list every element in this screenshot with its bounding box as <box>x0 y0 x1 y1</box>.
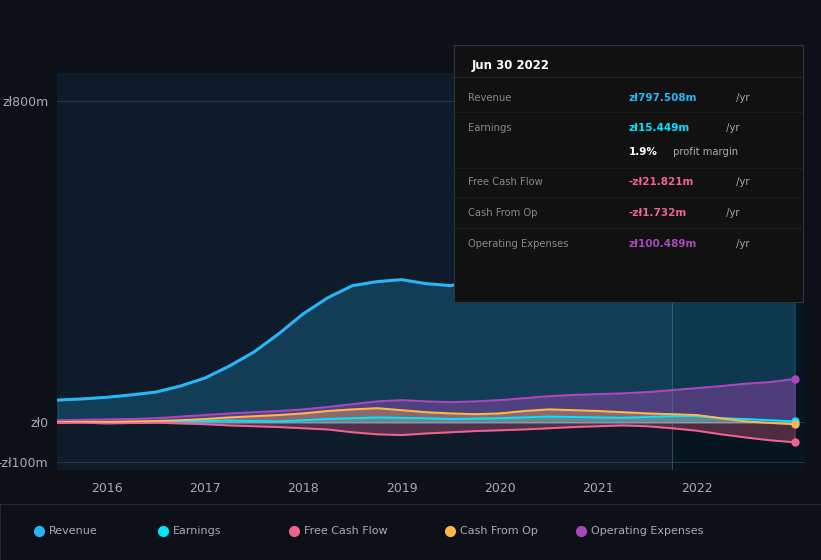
Text: /yr: /yr <box>733 92 750 102</box>
Text: Operating Expenses: Operating Expenses <box>591 526 704 536</box>
Text: Earnings: Earnings <box>468 123 511 133</box>
Bar <box>672 73 805 470</box>
Text: Cash From Op: Cash From Op <box>460 526 538 536</box>
Text: Earnings: Earnings <box>172 526 221 536</box>
Text: Revenue: Revenue <box>468 92 511 102</box>
Text: profit margin: profit margin <box>671 147 738 157</box>
Text: Cash From Op: Cash From Op <box>468 208 538 218</box>
Text: zł797.508m: zł797.508m <box>629 92 697 102</box>
Text: Revenue: Revenue <box>49 526 98 536</box>
Text: /yr: /yr <box>733 239 750 249</box>
Text: Free Cash Flow: Free Cash Flow <box>468 177 543 187</box>
Text: /yr: /yr <box>722 208 739 218</box>
Text: zł100.489m: zł100.489m <box>629 239 697 249</box>
Text: -zł1.732m: -zł1.732m <box>629 208 686 218</box>
Text: Operating Expenses: Operating Expenses <box>468 239 568 249</box>
Text: /yr: /yr <box>733 177 750 187</box>
Text: Jun 30 2022: Jun 30 2022 <box>471 59 549 72</box>
Text: 1.9%: 1.9% <box>629 147 658 157</box>
Text: Free Cash Flow: Free Cash Flow <box>304 526 388 536</box>
Text: -zł21.821m: -zł21.821m <box>629 177 694 187</box>
Text: zł15.449m: zł15.449m <box>629 123 690 133</box>
Text: /yr: /yr <box>722 123 739 133</box>
